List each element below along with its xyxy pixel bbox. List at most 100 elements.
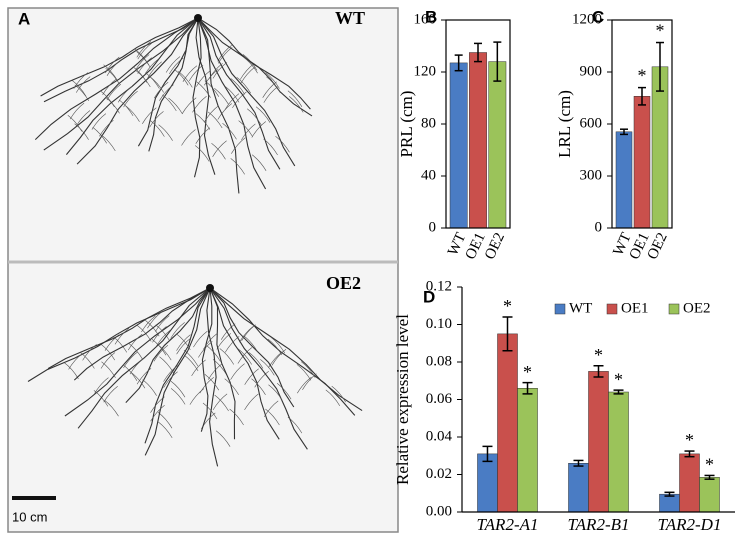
lateral-root (212, 140, 227, 157)
y-tick-label: 600 (580, 115, 603, 131)
lateral-root (195, 145, 210, 162)
bar (633, 96, 651, 229)
lateral-root (137, 325, 152, 342)
lateral-root (158, 124, 173, 141)
root (137, 17, 199, 147)
legend-swatch (554, 303, 566, 315)
bar (449, 62, 468, 229)
lateral-root (265, 408, 280, 426)
lateral-root (219, 348, 235, 365)
lateral-root (263, 86, 278, 103)
lateral-root (69, 102, 85, 120)
lateral-root (67, 115, 83, 132)
lateral-root (229, 408, 244, 426)
lateral-root (248, 352, 264, 369)
lateral-root (224, 336, 240, 353)
lateral-root (266, 76, 281, 93)
lateral-root (224, 86, 240, 103)
lateral-root (150, 404, 165, 422)
lateral-root (80, 352, 95, 369)
lateral-root (100, 90, 115, 108)
lateral-root (106, 83, 122, 101)
lateral-root (170, 388, 186, 405)
legend-label: WT (569, 300, 592, 316)
lateral-root (230, 158, 245, 175)
root (209, 287, 280, 440)
y-axis-label: LRL (cm) (555, 90, 574, 158)
lateral-root (241, 123, 256, 141)
lateral-root (243, 335, 258, 352)
lateral-root (254, 371, 269, 388)
lateral-root (331, 385, 346, 403)
lateral-root (183, 349, 199, 367)
significance-mark: * (523, 362, 532, 382)
lateral-root (208, 63, 223, 80)
lateral-root (136, 41, 151, 58)
y-tick-label: 900 (580, 63, 603, 79)
lateral-root (232, 91, 247, 109)
root (197, 17, 313, 117)
lateral-root (224, 378, 239, 395)
panel-label: B (425, 7, 437, 26)
lateral-root (262, 81, 277, 98)
lateral-root (240, 66, 256, 84)
lateral-root (101, 361, 116, 378)
y-tick-label: 160 (414, 11, 437, 27)
significance-mark: * (503, 296, 512, 316)
lateral-root (247, 108, 262, 125)
lateral-root (203, 333, 218, 350)
y-tick-label: 0 (595, 219, 603, 235)
lateral-root (215, 430, 231, 447)
lateral-root (100, 352, 116, 369)
bar (659, 493, 680, 513)
lateral-root (239, 63, 255, 80)
x-tick-label: OE2 (645, 230, 671, 262)
root (47, 287, 211, 370)
lateral-root (181, 97, 197, 114)
lateral-root (236, 76, 251, 94)
lateral-root (224, 93, 240, 110)
lateral-root (243, 56, 258, 74)
lateral-root (157, 343, 172, 361)
lateral-root (176, 337, 191, 355)
photo-label: OE2 (326, 273, 361, 293)
lateral-root (230, 363, 245, 380)
lateral-root (106, 59, 122, 76)
lateral-root (100, 343, 116, 361)
lateral-root (238, 120, 253, 137)
lateral-root (231, 137, 246, 154)
root (192, 17, 202, 178)
lateral-root (136, 51, 151, 68)
lateral-root (163, 365, 178, 382)
lateral-root (192, 96, 207, 113)
legend-swatch (668, 303, 680, 315)
lateral-root (251, 121, 266, 138)
lateral-root (287, 416, 303, 434)
lateral-root (130, 371, 146, 389)
lateral-root (189, 388, 205, 405)
lateral-root (132, 66, 148, 83)
bar (608, 391, 629, 513)
lateral-root (153, 345, 169, 362)
y-tick-label: 0.00 (426, 503, 452, 519)
root (197, 17, 240, 194)
y-tick-label: 0.08 (426, 353, 452, 369)
root-crown (194, 14, 202, 22)
lateral-root (144, 58, 159, 76)
root (200, 287, 213, 432)
root (209, 287, 363, 412)
lateral-root (145, 319, 160, 337)
y-tick-label: 300 (580, 167, 603, 183)
lateral-root (237, 348, 252, 365)
root (209, 287, 308, 450)
lateral-root (153, 81, 169, 99)
y-tick-label: 0.02 (426, 466, 452, 482)
lateral-root (82, 344, 97, 361)
lateral-root (163, 371, 178, 388)
lateral-root (73, 72, 88, 89)
scale-label: 10 cm (12, 509, 47, 524)
x-tick-label: TAR2-A1 (476, 515, 538, 534)
lateral-root (183, 354, 199, 372)
significance-mark: * (614, 369, 623, 389)
